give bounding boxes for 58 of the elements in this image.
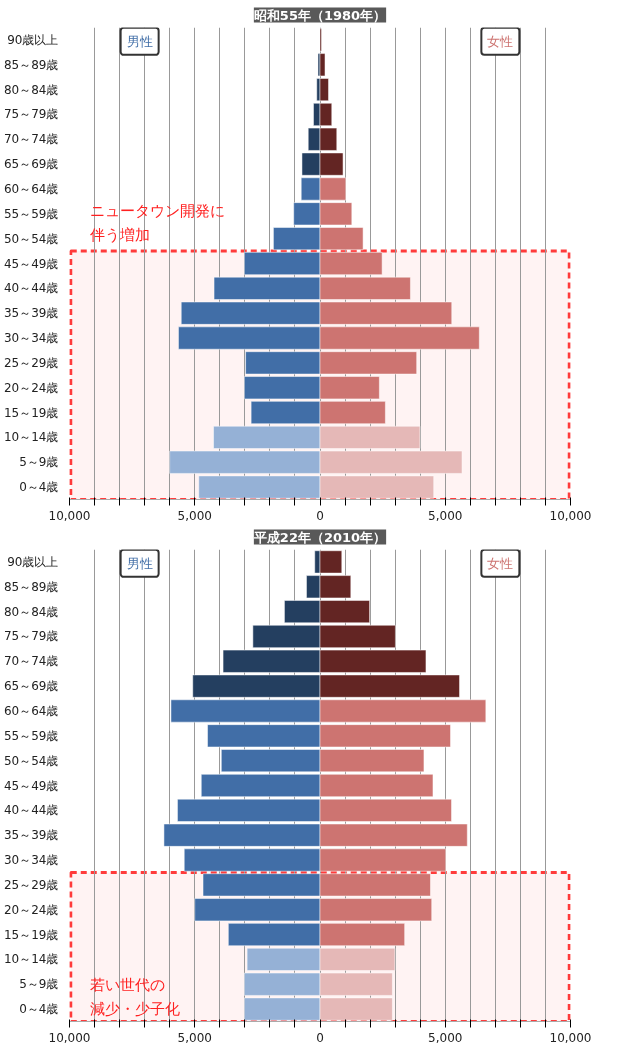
- x-tick-label: 5,000: [428, 508, 463, 523]
- y-tick-label: 0～4歳: [19, 480, 59, 495]
- x-tick-label: 5,000: [177, 508, 212, 523]
- x-tick-label: 5,000: [177, 1030, 212, 1045]
- x-tick-label: 0: [316, 508, 324, 523]
- y-tick-label: 30～34歳: [3, 331, 59, 346]
- x-tick-label: 5,000: [428, 1030, 463, 1045]
- y-tick-label: 30～34歳: [3, 853, 59, 868]
- text: 女性: [487, 33, 514, 49]
- y-tick-label: 60～64歳: [3, 181, 59, 196]
- y-tick-label: 15～19歳: [3, 927, 59, 942]
- text: 男性: [126, 555, 153, 571]
- y-tick-label: 60～64歳: [3, 703, 59, 718]
- y-tick-label: 75～79歳: [3, 107, 59, 122]
- y-tick-label: 10～14歳: [3, 430, 59, 445]
- y-tick-label: 45～49歳: [3, 256, 59, 271]
- y-tick-label: 80～84歳: [3, 82, 59, 97]
- text: 女性: [487, 555, 514, 571]
- y-tick-label: 20～24歳: [3, 902, 59, 917]
- annotation: 伴う増加: [89, 225, 150, 244]
- y-tick-label: 25～29歳: [3, 355, 59, 370]
- y-tick-label: 75～79歳: [3, 629, 59, 644]
- y-tick-label: 80～84歳: [3, 604, 59, 619]
- y-tick-label: 35～39歳: [3, 828, 59, 843]
- annotation: 若い世代の: [89, 976, 165, 995]
- y-tick-label: 90歳以上: [7, 32, 59, 47]
- y-tick-label: 65～69歳: [3, 679, 59, 694]
- x-tick-label: 10,000: [48, 1030, 91, 1045]
- y-tick-label: 55～59歳: [3, 728, 59, 743]
- y-tick-label: 40～44歳: [3, 803, 59, 818]
- y-tick-label: 50～54歳: [3, 753, 59, 768]
- y-tick-label: 35～39歳: [3, 306, 59, 321]
- annotation: ニュータウン開発に: [89, 202, 225, 221]
- x-tick-label: 0: [316, 1030, 324, 1045]
- x-tick-label: 10,000: [549, 508, 592, 523]
- chart-title: 昭和55年（1980年）: [253, 7, 387, 23]
- y-tick-label: 50～54歳: [3, 231, 59, 246]
- y-tick-label: 10～14歳: [3, 952, 59, 967]
- y-tick-label: 5～9歳: [19, 455, 59, 470]
- y-tick-label: 55～59歳: [3, 206, 59, 221]
- annotation: 減少・少子化: [89, 999, 180, 1018]
- y-tick-label: 65～69歳: [3, 157, 59, 172]
- y-tick-label: 85～89歳: [3, 57, 59, 72]
- x-tick-label: 10,000: [549, 1030, 592, 1045]
- y-tick-label: 15～19歳: [3, 405, 59, 420]
- y-tick-label: 20～24歳: [3, 380, 59, 395]
- y-tick-label: 0～4歳: [19, 1002, 59, 1017]
- y-tick-label: 25～29歳: [3, 877, 59, 892]
- y-tick-label: 85～89歳: [3, 579, 59, 594]
- y-tick-label: 40～44歳: [3, 281, 59, 296]
- y-tick-label: 45～49歳: [3, 778, 59, 793]
- y-tick-label: 70～74歳: [3, 654, 59, 669]
- y-tick-label: 5～9歳: [19, 977, 59, 992]
- chart-title: 平成22年（2010年）: [252, 529, 387, 545]
- text: 男性: [126, 33, 153, 49]
- x-tick-label: 10,000: [48, 508, 91, 523]
- y-tick-label: 70～74歳: [3, 132, 59, 147]
- y-tick-label: 90歳以上: [7, 554, 59, 569]
